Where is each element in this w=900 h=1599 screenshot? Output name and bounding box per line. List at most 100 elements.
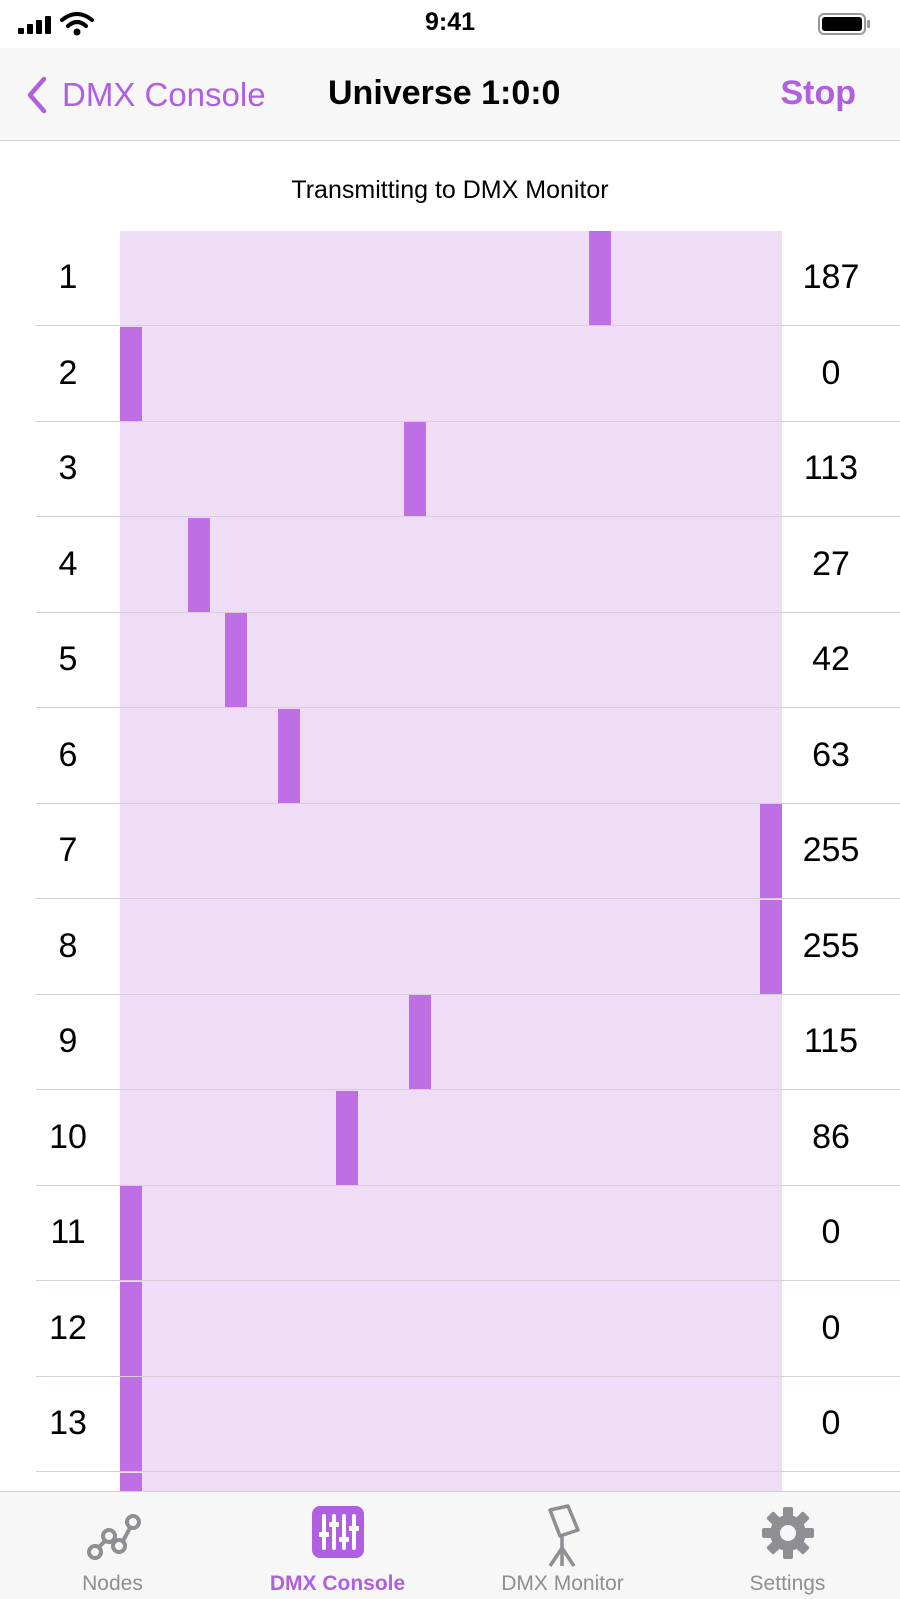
channel-number: 5 [58, 640, 78, 678]
channel-value: 27 [812, 544, 850, 583]
row-separator [36, 1375, 900, 1377]
slider-track-background [120, 231, 782, 1491]
channel-slider[interactable] [120, 708, 782, 804]
channel-row: 7 255 [0, 804, 900, 899]
slider-handle[interactable] [589, 231, 612, 326]
row-separator [36, 1280, 900, 1281]
nodes-icon [86, 1514, 141, 1560]
tab-nodes[interactable]: Nodes [0, 1492, 225, 1599]
channel-slider[interactable] [120, 231, 782, 326]
channel-value: 0 [821, 1308, 841, 1347]
channel-slider[interactable] [120, 1472, 782, 1491]
channel-row: 5 42 [0, 613, 900, 708]
channel-slider[interactable] [120, 1090, 782, 1186]
slider-handle[interactable] [760, 804, 782, 899]
channel-row: 11 0 [0, 1186, 900, 1281]
back-button[interactable]: DMX Console [26, 70, 266, 120]
channel-row: 1 187 [0, 231, 900, 326]
channel-value: 113 [803, 449, 859, 487]
channel-row: 8 255 [0, 899, 900, 995]
channel-number: 10 [49, 1117, 87, 1156]
chevron-left-icon [27, 76, 47, 114]
row-separator [36, 802, 900, 804]
transmit-status: Transmitting to DMX Monitor [291, 176, 609, 204]
channel-row: 6 63 [0, 708, 900, 804]
tab-label: DMX Console [269, 1572, 406, 1595]
back-button-label: DMX Console [62, 76, 266, 113]
wifi-icon [60, 12, 94, 36]
channel-row: 3 113 [0, 422, 900, 517]
channel-number: 4 [58, 544, 78, 583]
channel-slider[interactable] [120, 1377, 782, 1472]
tab-label: Settings [749, 1572, 826, 1595]
channel-value: 0 [821, 1404, 841, 1442]
row-separator [36, 611, 900, 613]
slider-handle[interactable] [760, 899, 782, 995]
channel-row: 12 0 [0, 1281, 900, 1377]
slider-handle[interactable] [120, 326, 142, 422]
channel-number: 9 [58, 1022, 78, 1060]
channel-value: 255 [802, 831, 860, 869]
slider-handle[interactable] [403, 422, 426, 517]
slider-handle[interactable] [120, 1377, 142, 1472]
slider-handle[interactable] [278, 708, 301, 804]
channel-number: 11 [50, 1213, 86, 1251]
row-separator [36, 325, 900, 326]
slider-handle[interactable] [225, 613, 248, 708]
row-separator [36, 420, 900, 422]
slider-handle[interactable] [335, 1090, 358, 1186]
channel-row: 10 86 [0, 1090, 900, 1186]
stop-button[interactable]: Stop [780, 74, 856, 112]
channel-row: 4 27 [0, 517, 900, 613]
channel-slider[interactable] [120, 899, 782, 995]
channel-slider[interactable] [120, 326, 782, 422]
channel-value: 63 [812, 735, 850, 774]
row-separator [36, 707, 900, 708]
cellular-signal-icon [18, 16, 51, 34]
tab-settings[interactable]: Settings [675, 1492, 900, 1599]
channel-value: 187 [802, 258, 860, 296]
row-separator [36, 1089, 900, 1090]
slider-handle[interactable] [408, 995, 431, 1090]
channel-slider[interactable] [120, 613, 782, 708]
channel-row: 13 0 [0, 1377, 900, 1472]
channel-slider[interactable] [120, 995, 782, 1090]
channel-number: 6 [58, 735, 78, 774]
channel-slider[interactable] [120, 1281, 782, 1377]
tab-bar: Nodes DMX Console [0, 1491, 900, 1599]
status-time: 9:41 [424, 8, 476, 36]
row-separator [36, 898, 900, 899]
gear-icon [761, 1507, 814, 1559]
spotlight-icon [547, 1504, 580, 1567]
tab-dmx-console[interactable]: DMX Console [225, 1492, 450, 1599]
channel-number: 8 [58, 926, 78, 965]
channel-value: 0 [821, 1213, 841, 1251]
channel-number: 2 [58, 353, 78, 392]
channel-row: 9 115 [0, 995, 900, 1090]
row-separator [36, 1471, 900, 1472]
slider-handle[interactable] [120, 1186, 142, 1281]
sliders-icon [311, 1506, 364, 1558]
channel-number: 13 [49, 1404, 87, 1442]
navigation-bar: DMX Console Universe 1:0:0 Stop [0, 48, 900, 141]
channel-value: 42 [812, 640, 850, 678]
channel-value: 0 [821, 353, 841, 392]
channel-slider[interactable] [120, 804, 782, 899]
slider-handle[interactable] [187, 517, 210, 613]
channel-value: 115 [803, 1022, 859, 1060]
channel-row: 140 [0, 1472, 900, 1491]
status-bar: 9:41 [0, 0, 900, 48]
channel-list[interactable]: 1 187 2 0 3 113 4 27 5 42 6 63 7 255 8 255 9 115 10 86 11 0 12… [0, 231, 900, 1491]
row-separator [36, 516, 900, 517]
tab-dmx-monitor[interactable]: DMX Monitor [450, 1492, 675, 1599]
channel-slider[interactable] [120, 517, 782, 613]
slider-handle[interactable] [120, 1281, 142, 1377]
channel-number: 7 [58, 831, 78, 869]
channel-slider[interactable] [120, 422, 782, 517]
slider-handle[interactable] [120, 1472, 142, 1491]
nav-title: Universe 1:0:0 [328, 74, 561, 112]
battery-icon [818, 13, 870, 35]
row-separator [36, 1184, 900, 1186]
channel-slider[interactable] [120, 1186, 782, 1281]
